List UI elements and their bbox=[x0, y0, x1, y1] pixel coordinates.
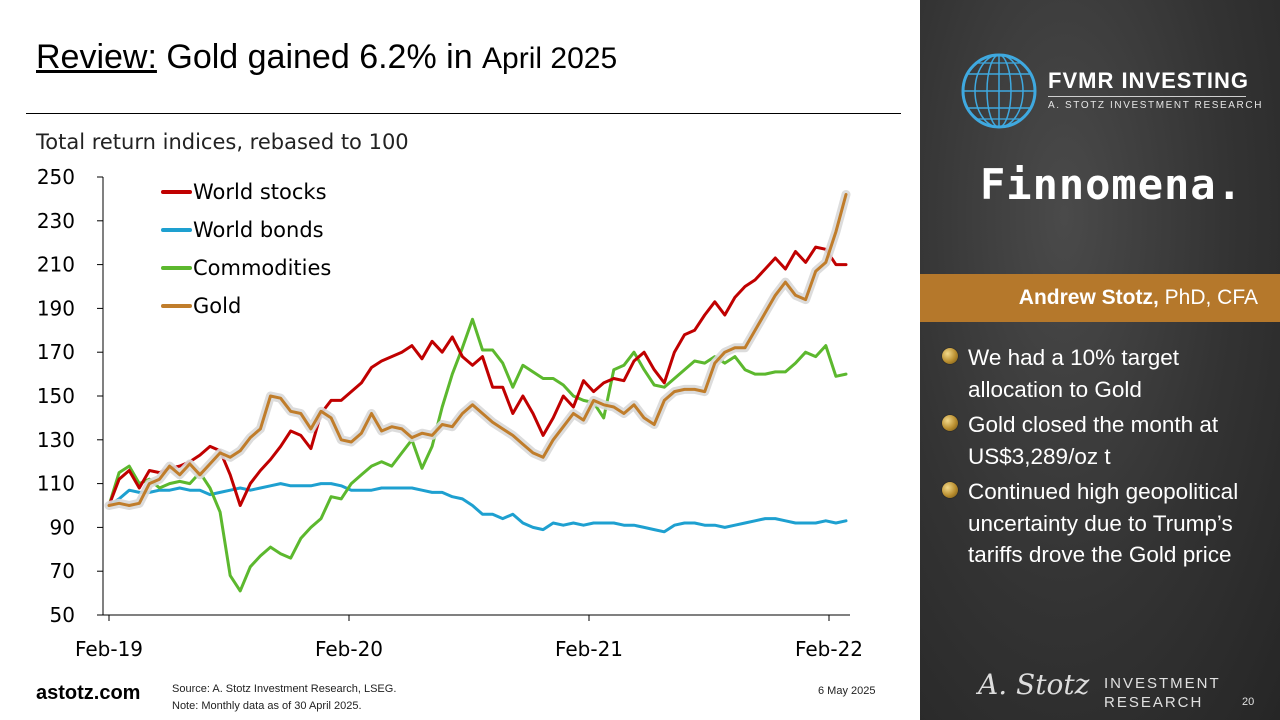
slide-title: Review: Gold gained 6.2% in April 2025 bbox=[36, 38, 617, 77]
x-tick-label: Feb-21 bbox=[555, 637, 623, 661]
title-prefix: Review: bbox=[36, 38, 157, 76]
y-tick-label: 130 bbox=[37, 428, 75, 452]
key-points-list: We had a 10% target allocation to Gold G… bbox=[942, 342, 1272, 575]
brand-divider bbox=[1048, 96, 1246, 97]
y-tick-label: 210 bbox=[37, 253, 75, 277]
y-tick-label: 150 bbox=[37, 384, 75, 408]
globe-logo-icon bbox=[961, 53, 1037, 129]
x-tick-label: Feb-20 bbox=[315, 637, 383, 661]
bullet-icon bbox=[942, 348, 958, 364]
y-tick-label: 90 bbox=[50, 515, 75, 539]
research-line-1: INVESTMENT bbox=[1104, 675, 1221, 692]
x-tick-label: Feb-22 bbox=[795, 637, 863, 661]
title-main: Gold gained 6.2% in bbox=[156, 38, 483, 76]
legend-label: Commodities bbox=[193, 256, 331, 280]
series-line-world-bonds bbox=[107, 482, 848, 534]
list-item: Continued high geopolitical uncertainty … bbox=[942, 476, 1272, 571]
y-tick-label: 170 bbox=[37, 340, 75, 364]
line-chart: 50 70 90 110 130 150 170 190 210 230 250 Feb-19 Feb-… bbox=[37, 165, 863, 661]
bullet-text: We had a 10% target allocation to Gold bbox=[968, 345, 1179, 402]
y-tick-label: 190 bbox=[37, 296, 75, 320]
legend-label: World bonds bbox=[193, 218, 324, 242]
series-line-commodities bbox=[107, 317, 848, 593]
list-item: Gold closed the month at US$3,289/oz t bbox=[942, 409, 1272, 472]
bullet-icon bbox=[942, 415, 958, 431]
title-divider bbox=[26, 113, 901, 114]
brand-subtitle: A. STOTZ INVESTMENT RESEARCH bbox=[1048, 100, 1264, 111]
page-number: 20 bbox=[1242, 696, 1255, 708]
y-tick-label: 250 bbox=[37, 165, 75, 189]
title-month: April 2025 bbox=[482, 42, 618, 75]
series-line-gold bbox=[107, 193, 848, 507]
source-text: Source: A. Stotz Investment Research, LS… bbox=[172, 683, 397, 695]
bullet-text: Gold closed the month at US$3,289/oz t bbox=[968, 412, 1219, 469]
series-line-world-stocks bbox=[107, 245, 848, 507]
legend-label: Gold bbox=[193, 294, 241, 318]
footer-date: 6 May 2025 bbox=[818, 685, 876, 697]
chart-subtitle: Total return indices, rebased to 100 bbox=[36, 130, 409, 154]
y-tick-label: 50 bbox=[50, 603, 75, 627]
legend-label: World stocks bbox=[193, 180, 327, 204]
y-tick-label: 70 bbox=[50, 559, 75, 583]
footer-url[interactable]: astotz.com bbox=[36, 682, 141, 704]
bullet-text: Continued high geopolitical uncertainty … bbox=[968, 479, 1239, 567]
footer-source: Source: A. Stotz Investment Research, LS… bbox=[172, 681, 396, 715]
y-tick-label: 110 bbox=[37, 472, 75, 496]
y-tick-label: 230 bbox=[37, 209, 75, 233]
sidebar-panel: FVMR INVESTING A. STOTZ INVESTMENT RESEA… bbox=[920, 0, 1280, 720]
presenter-band: Andrew Stotz, PhD, CFA bbox=[920, 274, 1280, 322]
x-tick-label: Feb-19 bbox=[75, 637, 143, 661]
partner-logo: Finnomena. bbox=[980, 160, 1243, 209]
research-line-2: RESEARCH bbox=[1104, 694, 1204, 711]
presenter-name: Andrew Stotz, bbox=[1018, 286, 1159, 309]
presenter-credentials: PhD, CFA bbox=[1158, 286, 1258, 309]
signature-logo: A. Stotz bbox=[978, 668, 1090, 701]
bullet-icon bbox=[942, 482, 958, 498]
note-text: Note: Monthly data as of 30 April 2025. bbox=[172, 700, 362, 712]
list-item: We had a 10% target allocation to Gold bbox=[942, 342, 1272, 405]
research-label: INVESTMENT RESEARCH bbox=[1104, 674, 1221, 712]
brand-name: FVMR INVESTING bbox=[1048, 68, 1250, 93]
